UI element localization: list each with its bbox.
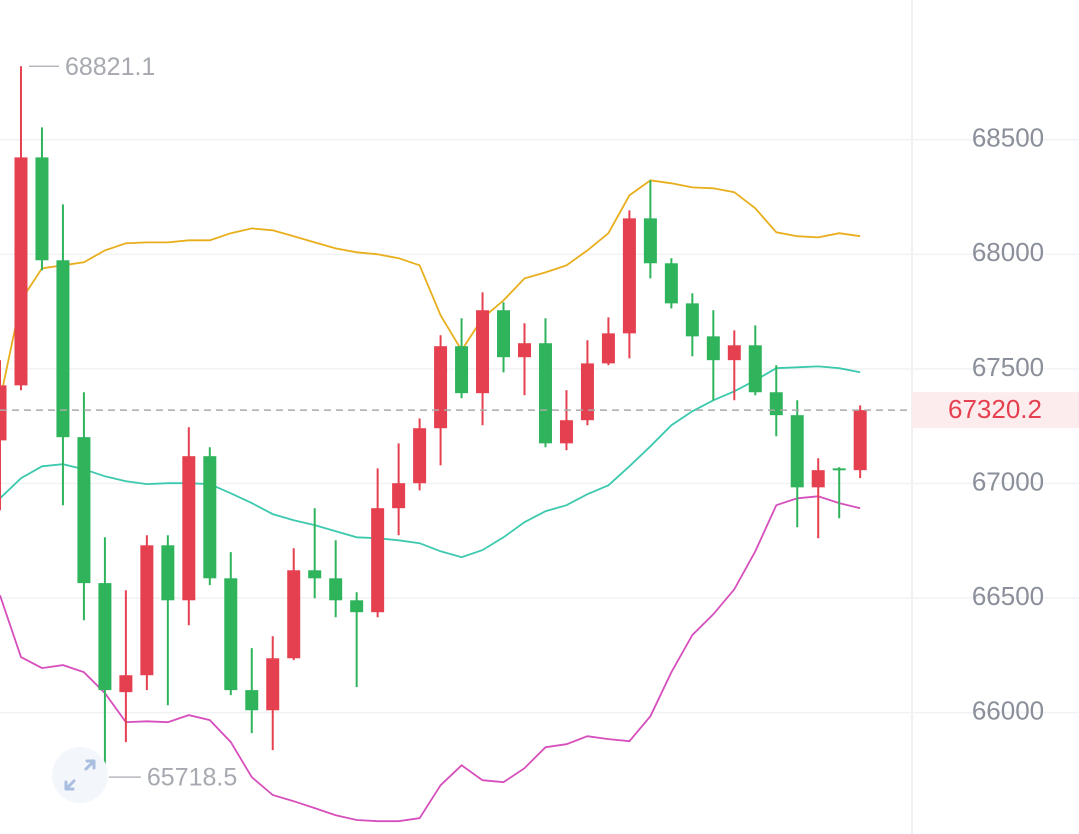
- candle-body: [56, 260, 70, 438]
- candle-body: [853, 410, 867, 471]
- current-price-tag: [912, 392, 1079, 429]
- candle-body: [392, 483, 406, 509]
- candle-body: [119, 675, 133, 693]
- candle-body: [601, 333, 615, 364]
- candle-body: [769, 392, 783, 416]
- candle-body: [455, 346, 469, 394]
- candle-body: [0, 385, 7, 441]
- expand-icon[interactable]: [64, 759, 96, 791]
- candle-body: [476, 310, 490, 394]
- y-tick-label: 67500: [972, 352, 1044, 382]
- candle-body: [811, 470, 825, 488]
- max-label: 68821.1: [65, 53, 155, 81]
- expand-button-bg[interactable]: [52, 747, 108, 803]
- candle-body: [832, 468, 846, 471]
- candle-body: [371, 508, 385, 613]
- candle-body: [413, 428, 427, 484]
- y-tick-label: 68500: [972, 123, 1044, 153]
- candle-body: [203, 456, 217, 579]
- candle-body: [329, 578, 343, 601]
- band-line: [0, 365, 861, 559]
- candle-body: [245, 690, 259, 711]
- candle-body: [622, 218, 636, 334]
- y-tick-label: 66000: [972, 695, 1044, 725]
- candle-body: [497, 310, 511, 358]
- candle-body: [140, 545, 154, 676]
- candle-body: [790, 415, 804, 488]
- candle-body: [308, 570, 322, 579]
- candle-body: [14, 157, 28, 386]
- candle-body: [685, 303, 699, 337]
- y-tick-label: 68000: [972, 237, 1044, 267]
- candle-body: [559, 420, 573, 444]
- expand-button[interactable]: [52, 747, 108, 803]
- candle-body: [727, 345, 741, 361]
- candle-body: [98, 583, 112, 691]
- band-line: [0, 179, 861, 401]
- candle-body: [580, 363, 594, 421]
- current-price-label: 67320.2: [948, 394, 1042, 424]
- candle-body: [35, 157, 49, 261]
- band-line: [0, 495, 861, 823]
- candle-body: [287, 570, 301, 659]
- candle-body: [748, 345, 762, 393]
- candle-body: [161, 545, 175, 601]
- candle-body: [538, 343, 552, 444]
- candle-body: [434, 346, 448, 429]
- y-tick-label: 66500: [972, 581, 1044, 611]
- candle-body: [77, 437, 91, 584]
- candle-body: [350, 600, 364, 613]
- y-tick-label: 67000: [972, 466, 1044, 496]
- candle-body: [182, 456, 196, 601]
- candle-body: [706, 336, 720, 361]
- candle-body: [664, 263, 678, 304]
- candle-body: [643, 218, 657, 264]
- candle-body: [224, 578, 238, 691]
- candle-body: [518, 343, 531, 358]
- min-label: 65718.5: [147, 764, 237, 792]
- candle-body: [266, 658, 280, 711]
